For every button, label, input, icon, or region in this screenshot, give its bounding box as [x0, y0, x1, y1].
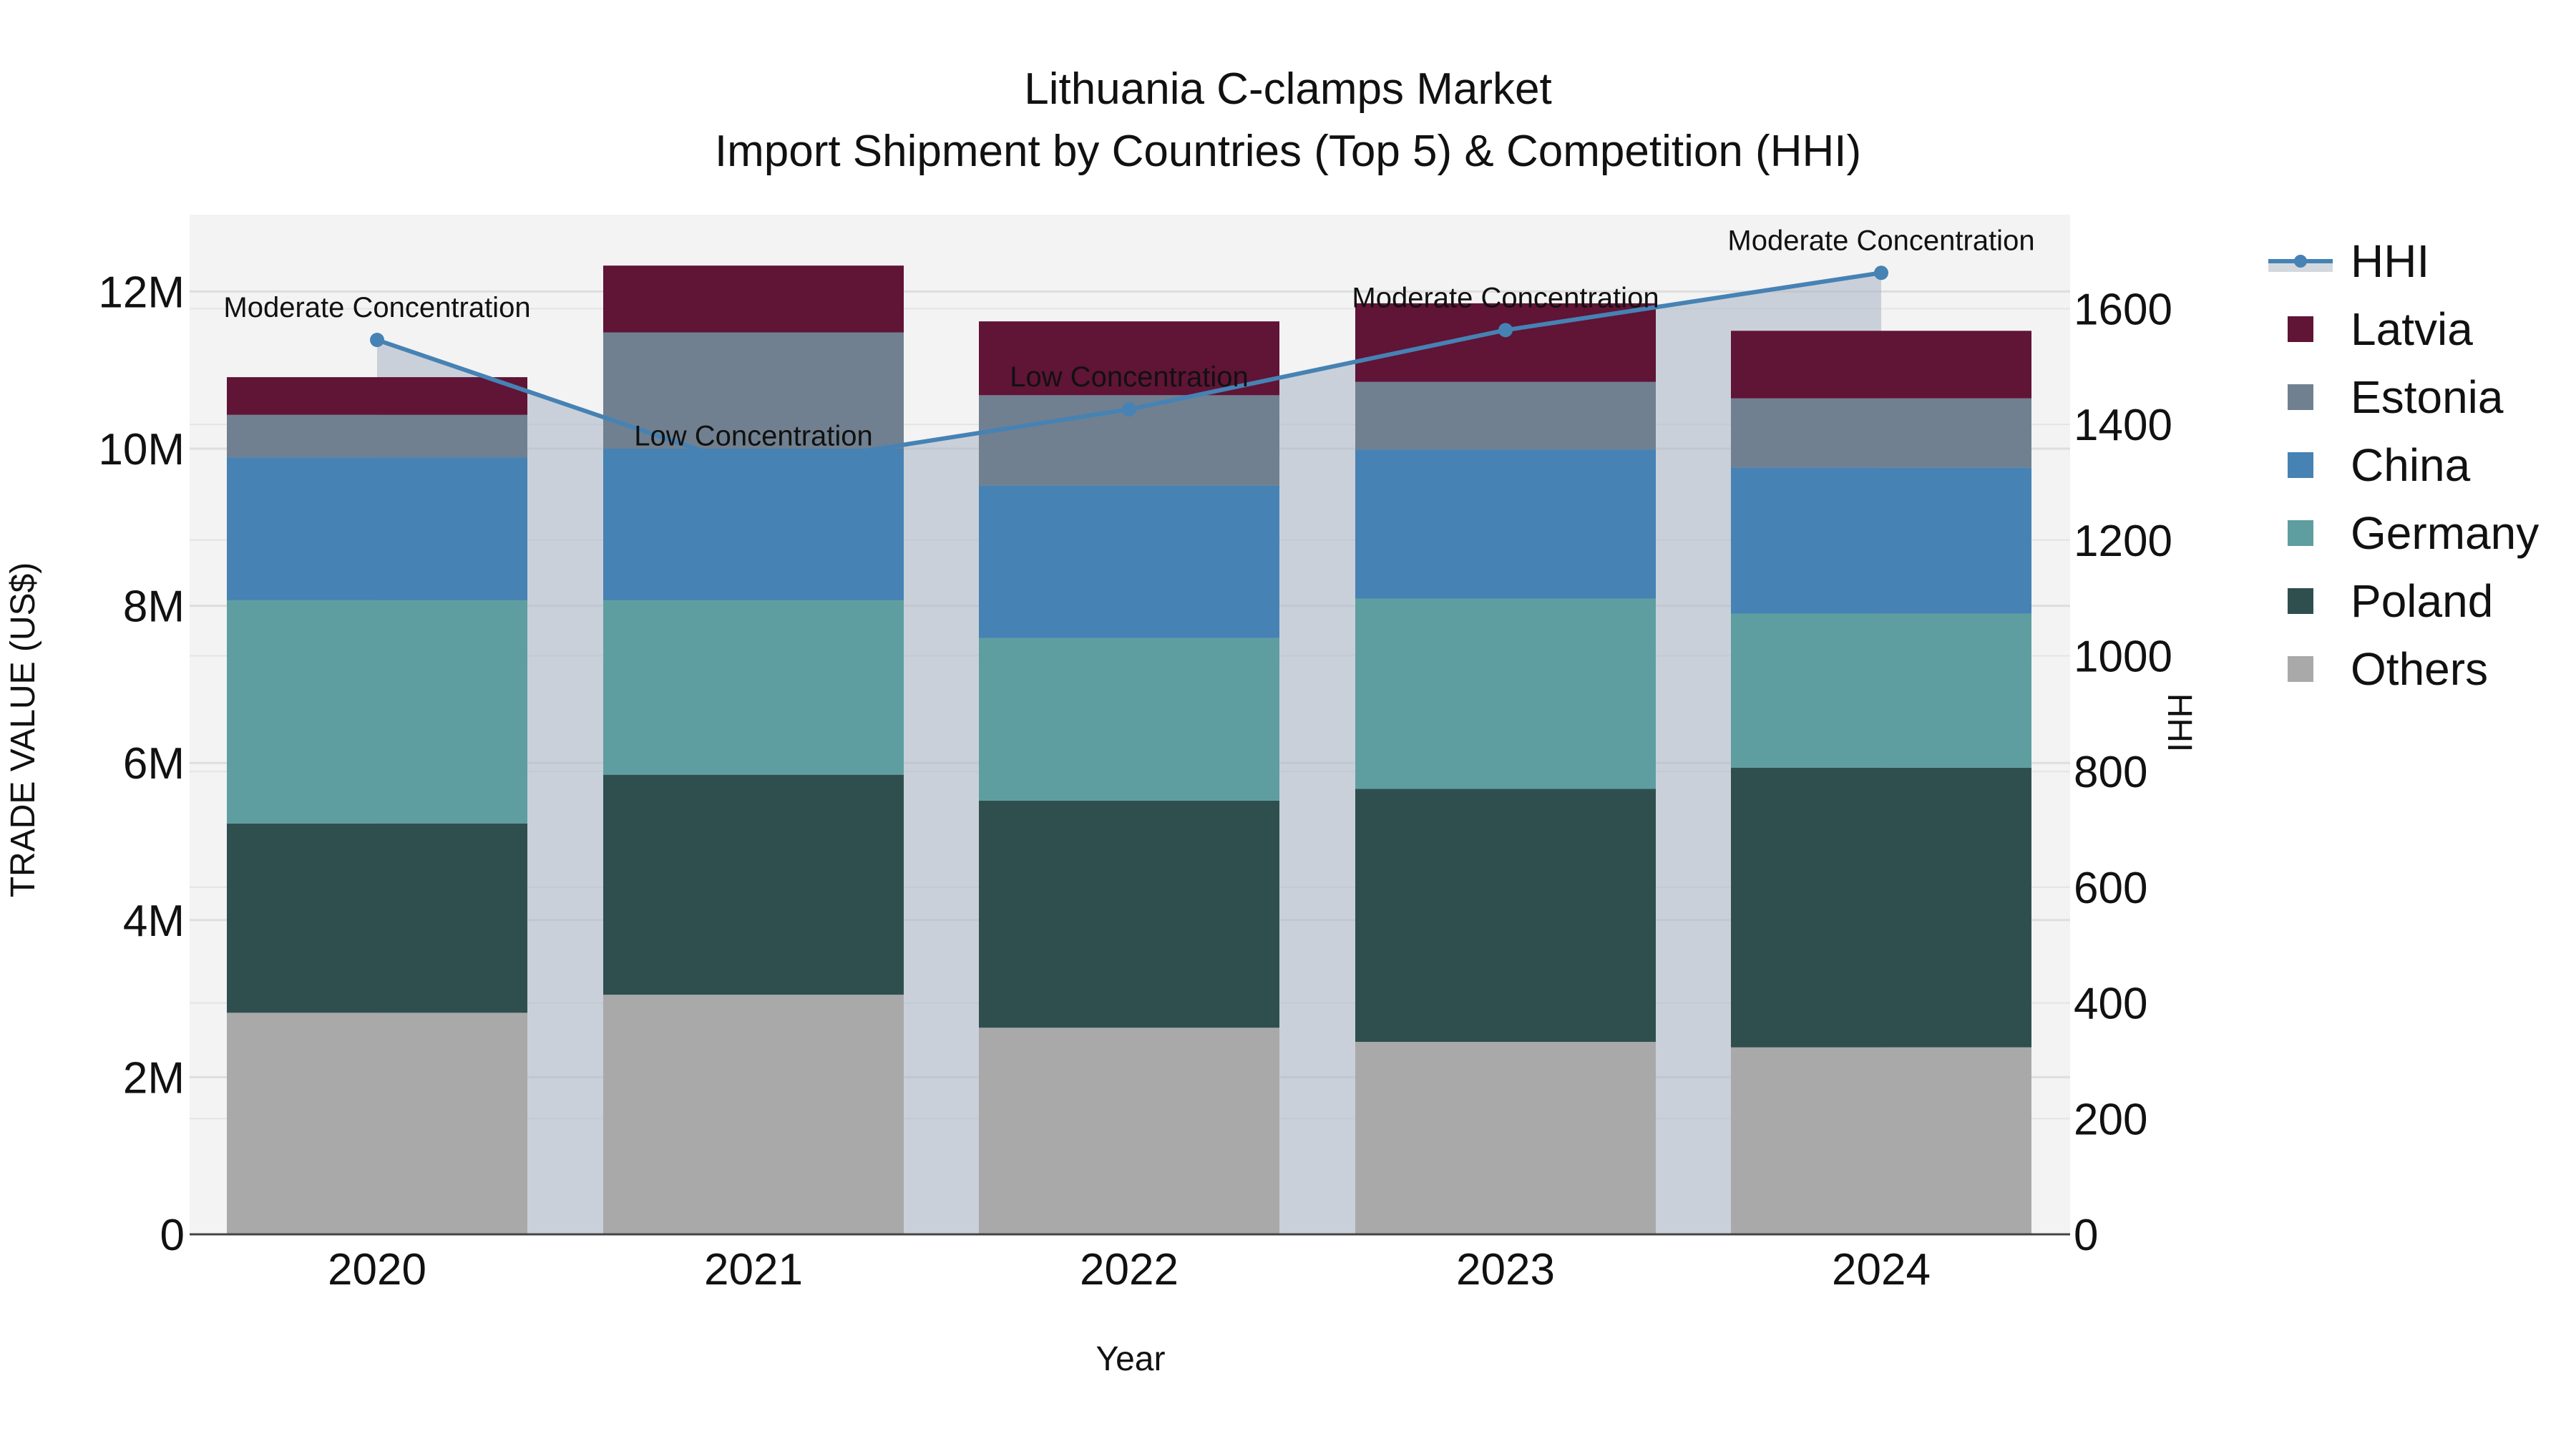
y-axis-left-label: TRADE VALUE (US$)	[4, 562, 42, 898]
stacked-bars	[227, 265, 2031, 1234]
title-line-2: Import Shipment by Countries (Top 5) & C…	[715, 127, 1861, 176]
hhi-annotation: Moderate Concentration	[223, 292, 530, 323]
bar-segment-others[interactable]	[603, 995, 904, 1234]
left-tick-label: 6M	[123, 739, 185, 789]
bar-segment-poland[interactable]	[603, 774, 904, 995]
hhi-annotation: Low Concentration	[1010, 361, 1249, 393]
bar-segment-latvia[interactable]	[603, 265, 904, 333]
bar-segment-latvia[interactable]	[1731, 331, 2031, 399]
right-tick-label: 1600	[2074, 285, 2172, 334]
legend-item-germany[interactable]: Germany	[2288, 507, 2539, 559]
bar-segment-estonia[interactable]	[227, 414, 527, 458]
left-axis-ticks: 0 2M 4M 6M 8M 10M 12M	[98, 268, 185, 1260]
legend-label: HHI	[2351, 235, 2429, 287]
bar-segment-latvia[interactable]	[227, 377, 527, 415]
hhi-marker[interactable]	[1498, 323, 1513, 338]
marker-icon	[2294, 255, 2307, 268]
bar-segment-others[interactable]	[1355, 1041, 1656, 1234]
color-swatch-icon	[2288, 384, 2313, 410]
hhi-annotation: Moderate Concentration	[1352, 282, 1659, 313]
bar-segment-latvia[interactable]	[979, 321, 1279, 396]
legend-label: Germany	[2351, 507, 2539, 559]
bar-segment-others[interactable]	[227, 1013, 527, 1234]
bar-segment-china[interactable]	[1731, 467, 2031, 614]
right-tick-label: 200	[2074, 1095, 2147, 1144]
color-swatch-icon	[2288, 588, 2313, 614]
hhi-marker[interactable]	[746, 461, 761, 476]
hhi-marker[interactable]	[1874, 265, 1888, 280]
left-tick-label: 2M	[123, 1053, 185, 1103]
hhi-line	[370, 265, 1888, 476]
chart-title: Lithuania C-clamps Market Import Shipmen…	[715, 64, 1861, 176]
left-tick-label: 8M	[123, 582, 185, 632]
bar-segment-poland[interactable]	[227, 823, 527, 1013]
left-tick-label: 4M	[123, 897, 185, 946]
color-swatch-icon	[2288, 656, 2313, 682]
bar-segment-germany[interactable]	[1731, 613, 2031, 768]
right-tick-label: 400	[2074, 980, 2147, 1029]
legend: HHI Latvia Estonia China Germany Poland Others	[2268, 235, 2539, 695]
left-tick-label: 0	[160, 1211, 185, 1260]
bar-segment-estonia[interactable]	[603, 332, 904, 449]
bar-segment-china[interactable]	[1355, 449, 1656, 599]
x-tick-label: 2023	[1456, 1245, 1555, 1294]
right-axis-ticks: 0 200 400 600 800 1000 1200 1400 1600	[2074, 285, 2172, 1260]
legend-item-china[interactable]: China	[2288, 439, 2471, 491]
hhi-marker[interactable]	[1122, 402, 1136, 417]
hhi-annotation: Moderate Concentration	[1727, 225, 2034, 256]
x-tick-label: 2021	[704, 1245, 803, 1294]
legend-item-estonia[interactable]: Estonia	[2288, 371, 2504, 423]
bar-segment-poland[interactable]	[1355, 789, 1656, 1042]
color-swatch-icon	[2288, 316, 2313, 342]
left-tick-label: 12M	[98, 268, 185, 317]
right-tick-label: 1000	[2074, 633, 2172, 682]
right-tick-label: 1400	[2074, 401, 2172, 450]
bar-segment-germany[interactable]	[979, 638, 1279, 801]
bar-segment-others[interactable]	[1731, 1047, 2031, 1234]
legend-label: Poland	[2351, 575, 2493, 627]
legend-item-poland[interactable]: Poland	[2288, 575, 2493, 627]
bar-segment-germany[interactable]	[1355, 598, 1656, 789]
hhi-annotations: Moderate Concentration Low Concentration L…	[223, 225, 2034, 452]
hhi-marker[interactable]	[370, 333, 384, 348]
legend-label: Latvia	[2351, 303, 2473, 355]
legend-label: Estonia	[2351, 371, 2504, 423]
left-tick-label: 10M	[98, 425, 185, 474]
x-tick-label: 2022	[1080, 1245, 1179, 1294]
bar-segment-poland[interactable]	[1731, 767, 2031, 1048]
bar-segment-estonia[interactable]	[1355, 381, 1656, 450]
right-tick-label: 800	[2074, 748, 2147, 797]
bar-segment-germany[interactable]	[227, 600, 527, 824]
right-tick-label: 0	[2074, 1211, 2098, 1260]
right-tick-label: 1200	[2074, 517, 2172, 566]
legend-item-hhi[interactable]: HHI	[2268, 235, 2429, 287]
bar-segment-germany[interactable]	[603, 600, 904, 775]
color-swatch-icon	[2288, 520, 2313, 546]
bar-segment-china[interactable]	[979, 485, 1279, 638]
x-tick-label: 2020	[328, 1245, 426, 1294]
right-tick-label: 600	[2074, 864, 2147, 913]
bar-segment-estonia[interactable]	[1731, 398, 2031, 468]
x-axis-label: Year	[1096, 1340, 1166, 1378]
hhi-annotation: Low Concentration	[634, 421, 873, 452]
legend-label: Others	[2351, 643, 2488, 695]
y-axis-right-label: HHI	[2160, 693, 2198, 753]
legend-item-others[interactable]: Others	[2288, 643, 2488, 695]
bar-segment-poland[interactable]	[979, 800, 1279, 1028]
title-line-1: Lithuania C-clamps Market	[1024, 64, 1551, 114]
x-axis-ticks: 2020 2021 2022 2023 2024	[328, 1245, 1931, 1294]
bar-segment-china[interactable]	[227, 457, 527, 600]
legend-item-latvia[interactable]: Latvia	[2288, 303, 2473, 355]
legend-label: China	[2351, 439, 2471, 491]
x-tick-label: 2024	[1832, 1245, 1931, 1294]
color-swatch-icon	[2288, 452, 2313, 478]
bar-segment-others[interactable]	[979, 1028, 1279, 1234]
